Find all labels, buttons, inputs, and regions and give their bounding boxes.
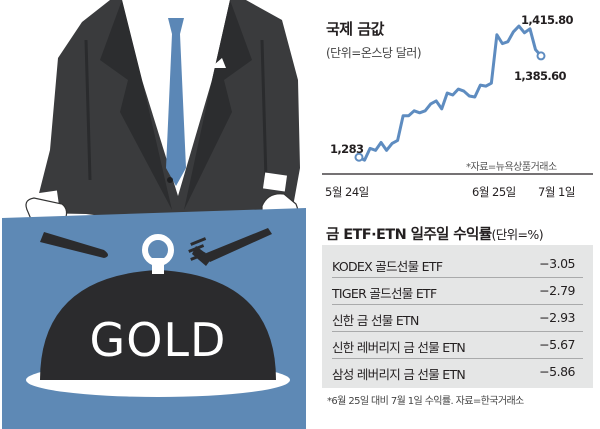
data-point: [536, 51, 546, 61]
pocket-square: [203, 58, 226, 68]
tie: [166, 18, 186, 186]
right-lapel: [184, 0, 252, 210]
x-tick-label: 5월 24일: [325, 185, 369, 199]
cloche-handle: [142, 234, 174, 266]
jacket-button: [167, 177, 173, 183]
chart-unit: (단위=온스당 달러): [326, 46, 422, 60]
fork-icon: [188, 228, 272, 266]
data-label-peak: 1,415.80: [521, 13, 574, 27]
etf-name: KODEX 골드선물 ETF: [332, 259, 443, 274]
chart-source: *자료=뉴욕상품거래소: [466, 162, 557, 173]
table-footnote: *6월 25일 대비 7월 1일 수익률. 자료=한국거래소: [327, 396, 524, 407]
data-point: [354, 152, 364, 162]
return-value: −2.79: [539, 283, 575, 298]
return-value: −3.05: [539, 256, 575, 271]
cloche-dome: [40, 270, 276, 380]
x-tick-label: 6월 25일: [472, 185, 516, 199]
table-row: 삼성 레버리지 금 선물 ETN −5.86: [332, 359, 583, 385]
returns-table: KODEX 골드선물 ETF −3.05 TIGER 골드선물 ETF −2.7…: [322, 245, 593, 388]
table-title: 금 ETF·ETN 일주일 수익률(단위=%): [326, 223, 544, 244]
jacket-crease: [260, 39, 268, 181]
x-tick-label: 7월 1일: [538, 185, 575, 199]
gold-dinner-illustration: GOLD: [2, 0, 306, 429]
dome-text: GOLD: [90, 313, 227, 367]
data-label-end: 1,385.60: [514, 69, 567, 83]
etf-name: 신한 금 선물 ETN: [332, 313, 419, 328]
jacket-crease: [84, 39, 92, 181]
data-label-start: 1,283: [330, 142, 364, 156]
series-line: [358, 24, 543, 162]
table-unit: (단위=%): [491, 227, 543, 242]
table-row: 신한 금 선물 ETN −2.93: [332, 305, 583, 332]
etf-name: 삼성 레버리지 금 선물 ETN: [332, 367, 466, 382]
return-value: −2.93: [539, 310, 575, 325]
etf-name: TIGER 골드선물 ETF: [332, 286, 437, 301]
chart-title: 국제 금값: [326, 20, 384, 38]
return-value: −5.86: [539, 364, 575, 379]
right-cuff: [262, 172, 288, 192]
table-row: TIGER 골드선물 ETF −2.79: [332, 278, 583, 305]
table-row: 신한 레버리지 금 선물 ETN −5.67: [332, 332, 583, 359]
table-row: KODEX 골드선물 ETF −3.05: [332, 251, 583, 278]
knife-icon: [40, 232, 108, 258]
table-title-text: 금 ETF·ETN 일주일 수익률: [326, 227, 492, 243]
left-lapel: [100, 0, 172, 210]
return-value: −5.67: [539, 337, 575, 352]
etf-name: 신한 레버리지 금 선물 ETN: [332, 340, 466, 355]
